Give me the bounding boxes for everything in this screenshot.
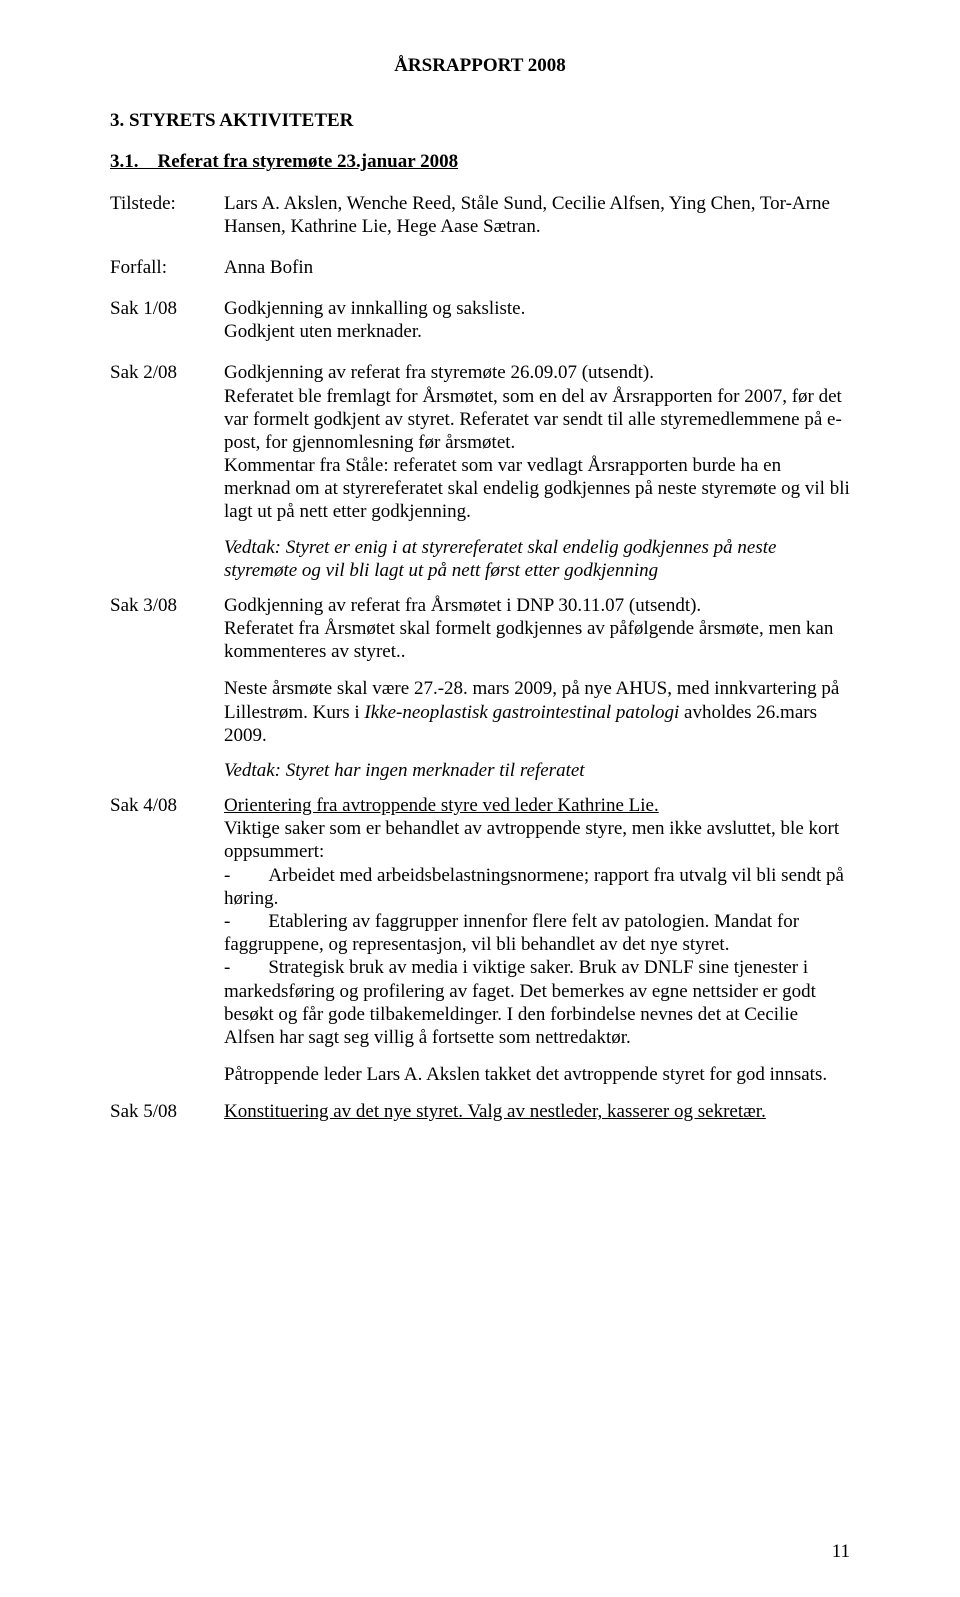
page: ÅRSRAPPORT 2008 3. STYRETS AKTIVITETER 3… [0, 0, 960, 1123]
sak2-p1: Godkjenning av referat fra styremøte 26.… [224, 362, 654, 383]
forfall-text: Anna Bofin [224, 256, 850, 279]
sak4-title-underline: Orientering fra avtroppende styre ved le… [224, 795, 659, 816]
subsection-heading: 3.1. Referat fra styremøte 23.januar 200… [110, 150, 850, 173]
sak4-text: Orientering fra avtroppende styre ved le… [224, 794, 850, 1086]
sak4-b2-text: Etablering av faggrupper innenfor flere … [224, 911, 799, 955]
sak2-vedtak: Vedtak: Styret er enig i at styrereferat… [224, 536, 850, 582]
sak4-row: Sak 4/08 Orientering fra avtroppende sty… [110, 794, 850, 1086]
sak5-text: Konstituering av det nye styret. Valg av… [224, 1100, 850, 1123]
sak1-row: Sak 1/08 Godkjenning av innkalling og sa… [110, 297, 850, 343]
sak3-row: Sak 3/08 Godkjenning av referat fra Årsm… [110, 594, 850, 747]
subsection-title: Referat fra styremøte 23.januar 2008 [158, 151, 459, 172]
sak3-text: Godkjenning av referat fra Årsmøtet i DN… [224, 594, 850, 747]
section-heading: 3. STYRETS AKTIVITETER [110, 109, 850, 132]
sak4-b3-text: Strategisk bruk av media i viktige saker… [224, 957, 816, 1048]
sak4-p2: Påtroppende leder Lars A. Akslen takket … [224, 1064, 827, 1085]
sak4-b2-dash: - [224, 911, 230, 932]
sak3-label: Sak 3/08 [110, 594, 224, 747]
sak5-row: Sak 5/08 Konstituering av det nye styret… [110, 1100, 850, 1123]
section-number: 3. [110, 110, 124, 131]
sak4-b1-text: Arbeidet med arbeidsbelastningsnormene; … [224, 865, 844, 909]
sak2-row: Sak 2/08 Godkjenning av referat fra styr… [110, 361, 850, 523]
sak5-title-underline: Konstituering av det nye styret. Valg av… [224, 1101, 766, 1122]
forfall-row: Forfall: Anna Bofin [110, 256, 850, 279]
sak3-p3-italic: Ikke-neoplastisk gastrointestinal patolo… [364, 702, 679, 723]
sak2-text: Godkjenning av referat fra styremøte 26.… [224, 361, 850, 523]
forfall-label: Forfall: [110, 256, 224, 279]
page-number: 11 [832, 1541, 850, 1563]
sak1-text: Godkjenning av innkalling og saksliste. … [224, 297, 850, 343]
sak2-label: Sak 2/08 [110, 361, 224, 523]
tilstede-row: Tilstede: Lars A. Akslen, Wenche Reed, S… [110, 192, 850, 238]
sak2-p2: Referatet ble fremlagt for Årsmøtet, som… [224, 386, 842, 453]
sak4-b1-dash: - [224, 865, 230, 886]
document-header: ÅRSRAPPORT 2008 [110, 54, 850, 77]
sak3-vedtak: Vedtak: Styret har ingen merknader til r… [224, 759, 850, 782]
sak2-p3: Kommentar fra Ståle: referatet som var v… [224, 455, 850, 522]
sak1-line2: Godkjent uten merknader. [224, 321, 422, 342]
sak1-line1: Godkjenning av innkalling og saksliste. [224, 298, 525, 319]
section-title: STYRETS AKTIVITETER [129, 110, 353, 131]
sak1-label: Sak 1/08 [110, 297, 224, 343]
tilstede-label: Tilstede: [110, 192, 224, 238]
sak4-b3-dash: - [224, 957, 230, 978]
tilstede-text: Lars A. Akslen, Wenche Reed, Ståle Sund,… [224, 192, 850, 238]
subsection-number: 3.1. [110, 151, 139, 172]
sak4-p1: Viktige saker som er behandlet av avtrop… [224, 818, 839, 862]
sak3-p1: Godkjenning av referat fra Årsmøtet i DN… [224, 595, 701, 616]
sak4-label: Sak 4/08 [110, 794, 224, 1086]
sak5-label: Sak 5/08 [110, 1100, 224, 1123]
sak3-p2: Referatet fra Årsmøtet skal formelt godk… [224, 618, 833, 662]
